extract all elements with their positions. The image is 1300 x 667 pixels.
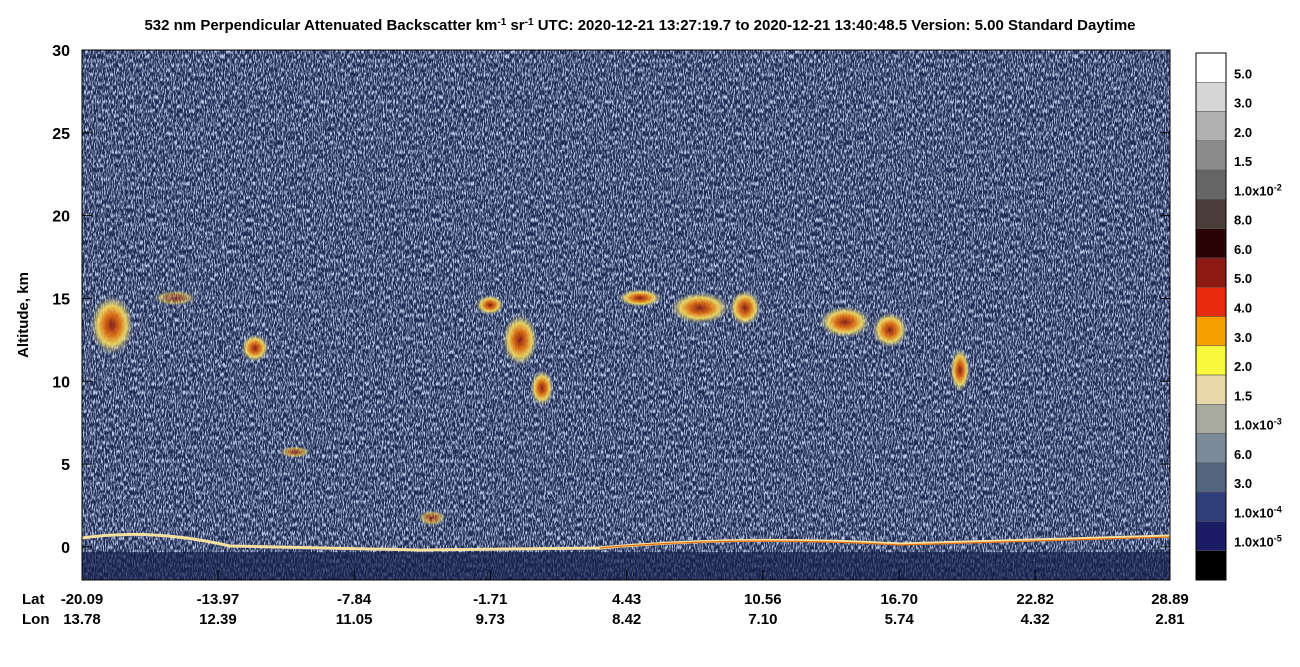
- colorbar-label: 5.0: [1234, 271, 1252, 286]
- lat-tick-label: 22.82: [1016, 591, 1054, 608]
- lon-tick-label: 2.81: [1155, 611, 1184, 628]
- colorbar-label-text: 1.0x10: [1234, 535, 1274, 550]
- y-tick-label: 30: [52, 43, 70, 60]
- colorbar-label: 1.0x10-4: [1234, 504, 1282, 520]
- y-tick-label: 25: [52, 126, 70, 143]
- y-tick-label: 10: [52, 374, 70, 391]
- lon-tick-label: 11.05: [336, 611, 373, 628]
- colorbar-swatch: [1195, 82, 1227, 112]
- backscatter-field: [81, 50, 1171, 580]
- colorbar-label: 1.5: [1234, 154, 1252, 169]
- colorbar-label-text: 2.0: [1234, 359, 1252, 374]
- colorbar-label-text: 3.0: [1234, 330, 1252, 345]
- colorbar-label: 2.0: [1234, 125, 1252, 140]
- colorbar-label: 6.0: [1234, 242, 1252, 257]
- plot-frame: [81, 49, 1171, 581]
- lon-tick-label: 5.74: [885, 611, 915, 628]
- lon-tick-label: 8.42: [612, 611, 641, 628]
- colorbar-label-text: 6.0: [1234, 447, 1252, 462]
- colorbar-swatch: [1195, 52, 1227, 83]
- title-segment: sr: [506, 17, 525, 34]
- colorbar-label: 3.0: [1234, 330, 1252, 345]
- colorbar-swatch: [1195, 286, 1227, 317]
- lat-tick-label: -13.97: [197, 591, 240, 608]
- colorbar-swatch: [1195, 169, 1227, 200]
- y-tick-label: 5: [61, 457, 70, 474]
- y-axis-label: Altitude, km: [15, 272, 32, 358]
- y-tick-label: 20: [52, 209, 70, 226]
- colorbar-label-text: 5.0: [1234, 66, 1252, 81]
- colorbar-label: 1.0x10-3: [1234, 417, 1282, 433]
- colorbar-label-text: 1.0x10: [1234, 418, 1274, 433]
- colorbar-label: 3.0: [1234, 96, 1252, 111]
- title-superscript: -1: [497, 17, 506, 28]
- colorbar-label-exponent: -5: [1274, 534, 1282, 544]
- lat-row-label: Lat: [22, 591, 45, 608]
- lat-tick-label: -7.84: [337, 591, 372, 608]
- colorbar-label-text: 1.5: [1234, 388, 1252, 403]
- colorbar-swatch: [1195, 228, 1227, 259]
- y-tick-label: 15: [52, 291, 70, 308]
- colorbar-label-text: 3.0: [1234, 96, 1252, 111]
- y-tick-label: 0: [61, 540, 70, 557]
- colorbar-label: 5.0: [1234, 66, 1252, 81]
- colorbar-label-text: 6.0: [1234, 242, 1252, 257]
- title-segment: UTC: 2020-12-21 13:27:19.7 to 2020-12-21…: [534, 17, 1136, 34]
- colorbar-label: 1.0x10-2: [1234, 182, 1282, 198]
- colorbar-label: 3.0: [1234, 476, 1252, 491]
- colorbar-swatch: [1195, 404, 1227, 434]
- lat-tick-label: -20.09: [61, 591, 104, 608]
- colorbar-label-text: 1.0x10: [1234, 183, 1274, 198]
- colorbar-swatch: [1195, 199, 1227, 229]
- lon-tick-label: 4.32: [1021, 611, 1050, 628]
- lat-tick-label: 16.70: [880, 591, 918, 608]
- colorbar-label-exponent: -2: [1274, 182, 1282, 192]
- colorbar-label: 8.0: [1234, 213, 1252, 228]
- lat-tick-label: 4.43: [612, 591, 641, 608]
- chart-title: 532 nm Perpendicular Attenuated Backscat…: [144, 17, 1135, 35]
- title-segment: 532 nm Perpendicular Attenuated Backscat…: [144, 17, 497, 34]
- colorbar-swatch: [1195, 345, 1227, 376]
- colorbar-swatch: [1195, 550, 1227, 581]
- lat-tick-label: -1.71: [473, 591, 507, 608]
- colorbar-label-text: 8.0: [1234, 213, 1252, 228]
- lat-tick-label: 28.89: [1151, 591, 1189, 608]
- colorbar-label: 1.5: [1234, 388, 1252, 403]
- lon-tick-label: 12.39: [199, 611, 237, 628]
- colorbar-label-text: 1.0x10: [1234, 505, 1274, 520]
- title-superscript: -1: [525, 17, 534, 28]
- colorbar-swatch: [1195, 521, 1227, 551]
- colorbar-swatch: [1195, 316, 1227, 347]
- colorbar-label-text: 4.0: [1234, 301, 1252, 316]
- colorbar-label: 6.0: [1234, 447, 1252, 462]
- colorbar-label-text: 1.5: [1234, 154, 1252, 169]
- colorbar-swatch: [1195, 491, 1227, 522]
- colorbar-label-text: 5.0: [1234, 271, 1252, 286]
- lon-tick-label: 13.78: [63, 611, 101, 628]
- lon-row-label: Lon: [22, 611, 50, 628]
- colorbar-swatch: [1195, 111, 1227, 142]
- colorbar-label: 2.0: [1234, 359, 1252, 374]
- colorbar-label: 1.0x10-5: [1234, 534, 1282, 550]
- colorbar-label: 4.0: [1234, 301, 1252, 316]
- lon-tick-label: 7.10: [748, 611, 777, 628]
- colorbar-swatch: [1195, 374, 1227, 405]
- colorbar-swatch: [1195, 462, 1227, 493]
- lon-tick-label: 9.73: [476, 611, 505, 628]
- colorbar-swatch: [1195, 433, 1227, 464]
- colorbar-swatch: [1195, 257, 1227, 288]
- colorbar-frame: [1195, 52, 1227, 581]
- colorbar-label-exponent: -4: [1274, 504, 1282, 514]
- colorbar-label-text: 3.0: [1234, 476, 1252, 491]
- colorbar-label-exponent: -3: [1274, 417, 1282, 427]
- lat-tick-label: 10.56: [744, 591, 782, 608]
- colorbar-label-text: 2.0: [1234, 125, 1252, 140]
- colorbar-swatch: [1195, 140, 1227, 171]
